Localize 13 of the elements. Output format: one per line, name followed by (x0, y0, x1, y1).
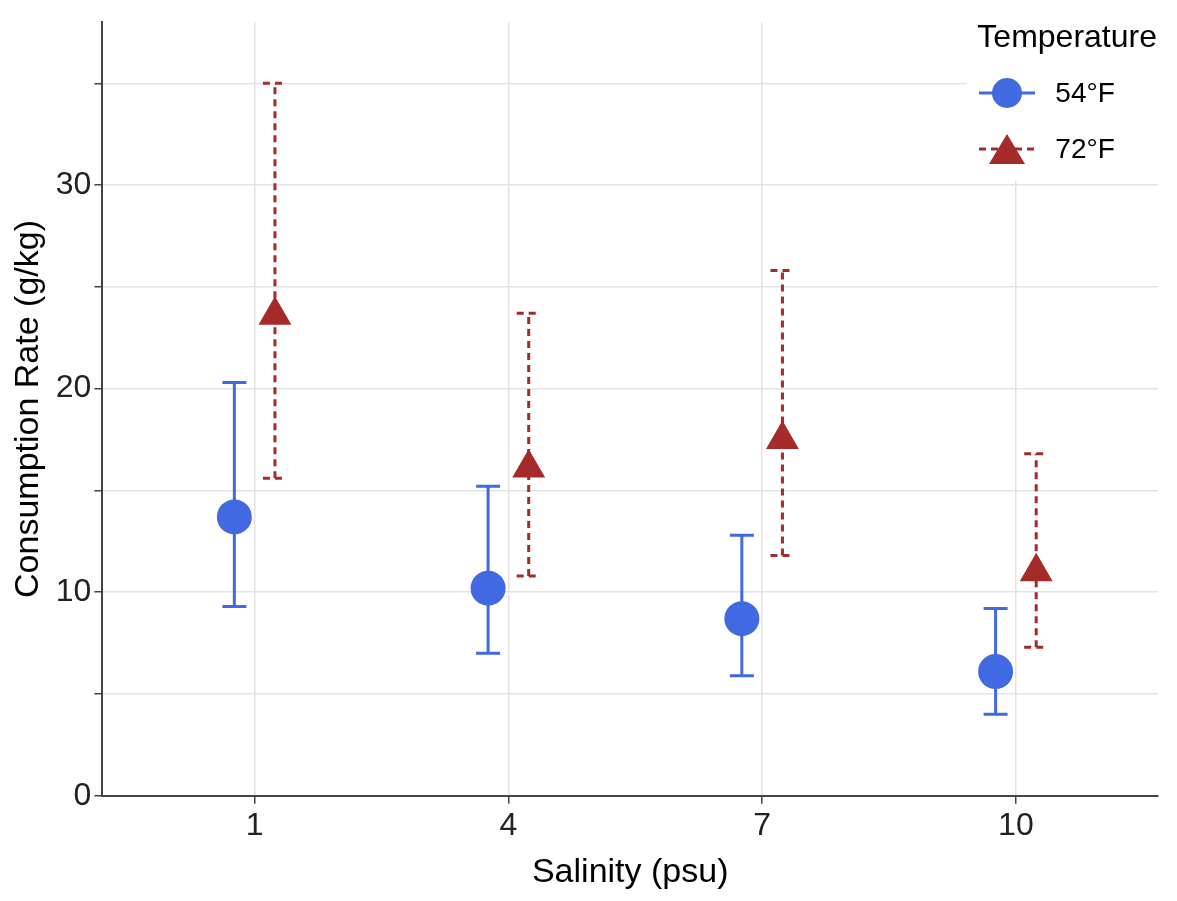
y-tick-label: 30 (55, 164, 92, 201)
legend-title: Temperature (977, 18, 1157, 55)
y-axis-title: Consumption Rate (g/kg) (6, 220, 45, 598)
x-tick-label: 7 (753, 805, 772, 842)
legend-label: 54°F (1055, 77, 1115, 109)
x-axis-title: Salinity (psu) (531, 850, 729, 889)
legend-label: 72°F (1055, 133, 1115, 165)
x-tick-label: 1 (245, 805, 264, 842)
x-tick-label: 10 (998, 805, 1034, 842)
y-tick-label: 0 (73, 775, 92, 812)
x-tick-label: 4 (499, 805, 518, 842)
y-tick-label: 20 (55, 368, 92, 405)
y-tick-label: 10 (55, 572, 92, 609)
